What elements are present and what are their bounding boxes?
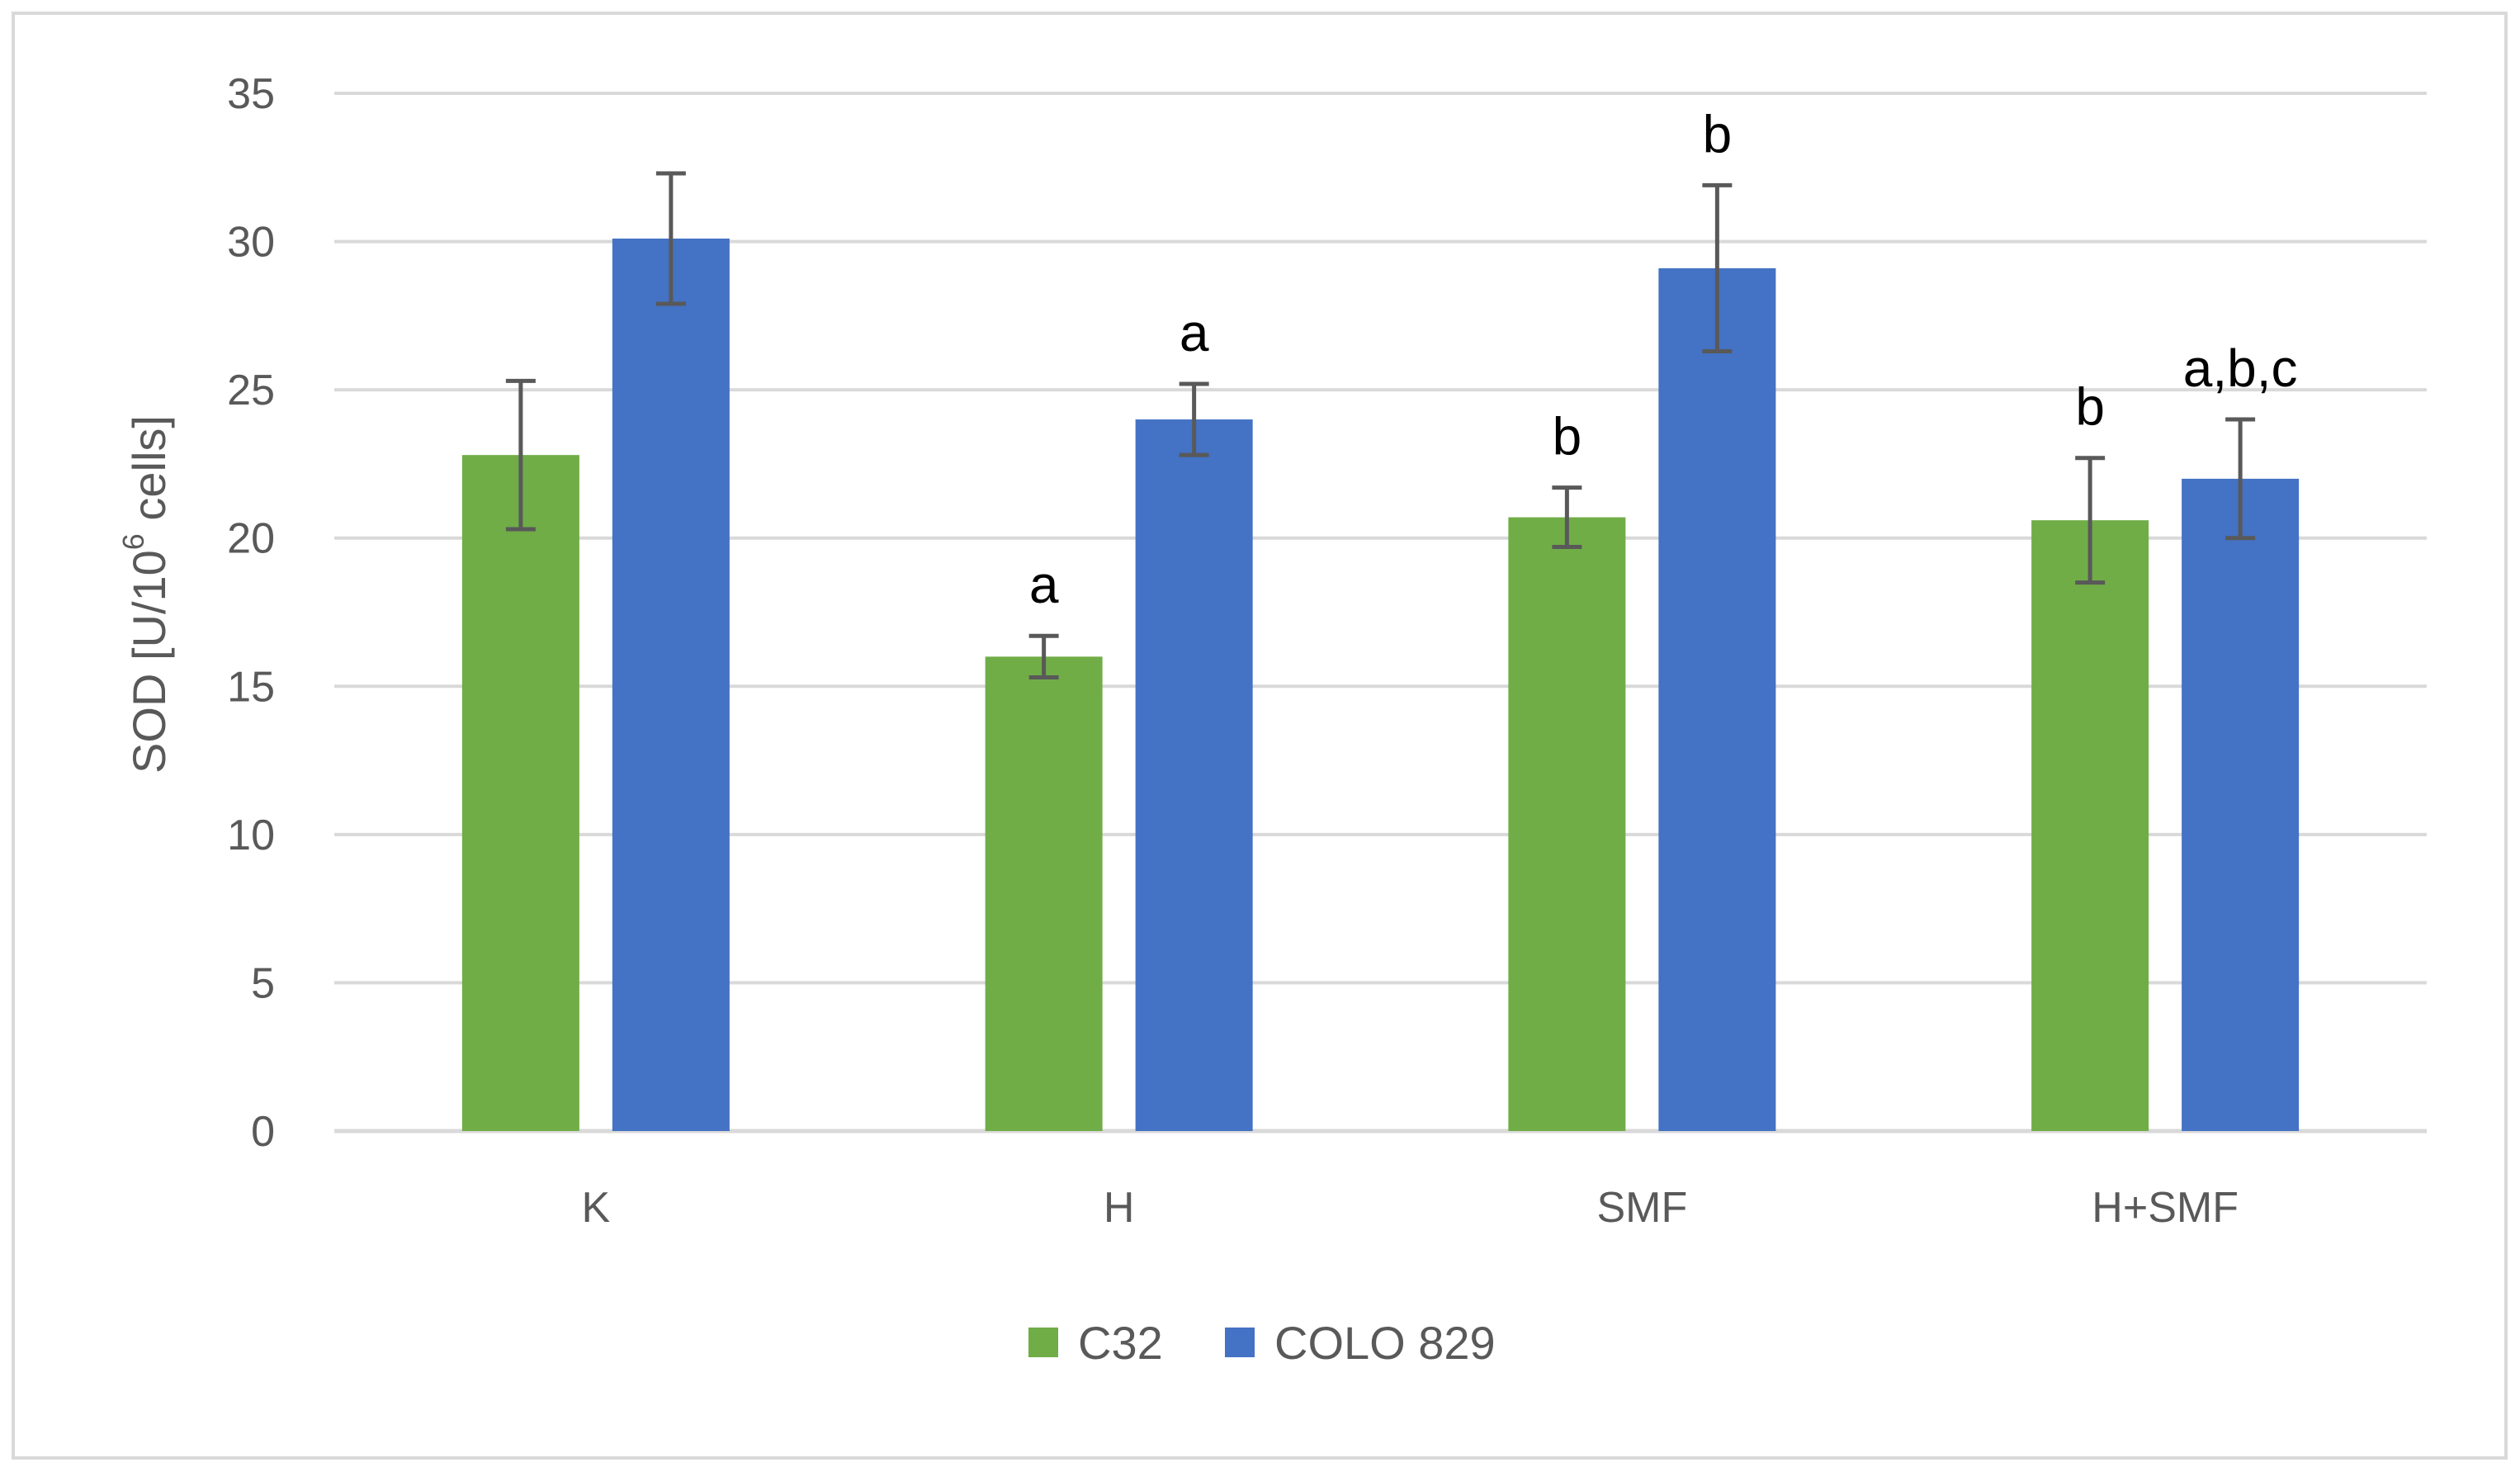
significance-label: a [1180, 303, 1209, 362]
error-bar [1552, 485, 1582, 549]
error-bar [2075, 456, 2106, 585]
y-tick-label: 25 [227, 367, 275, 414]
y-axis-title: SOD [U/106 cells] [116, 415, 175, 774]
bar [1508, 517, 1626, 1131]
y-tick-label: 15 [227, 663, 275, 711]
x-tick-labels: K H SMF H+SMF [582, 1184, 2239, 1232]
error-bars [505, 171, 2256, 680]
legend-swatch-c32 [1028, 1328, 1058, 1357]
bars [461, 238, 2300, 1132]
x-tick-label: SMF [1596, 1184, 1687, 1232]
bar [2182, 478, 2300, 1131]
y-tick-label: 35 [227, 70, 275, 118]
error-bar [505, 378, 536, 532]
legend-swatch-colo829 [1225, 1328, 1255, 1357]
x-tick-label: H+SMF [2092, 1184, 2239, 1232]
y-axis-title-main: SOD [U/10 [123, 550, 175, 774]
y-tick-labels: 0 5 10 15 20 25 30 35 [227, 70, 275, 1156]
y-axis-title-sup: 6 [116, 533, 150, 550]
bar [1658, 267, 1776, 1131]
significance-label: a,b,c [2183, 338, 2298, 398]
bar [461, 455, 579, 1131]
y-tick-label: 30 [227, 219, 275, 267]
bar [2031, 520, 2149, 1131]
y-axis-title-tail: cells] [123, 415, 175, 533]
significance-label: b [2075, 377, 2105, 437]
bar [985, 656, 1103, 1131]
legend-label-c32: C32 [1078, 1317, 1163, 1369]
error-bar [2225, 417, 2256, 541]
y-tick-label: 0 [251, 1108, 275, 1156]
significance-label: b [1703, 104, 1733, 163]
significance-label: b [1553, 407, 1582, 466]
x-tick-label: K [582, 1184, 611, 1232]
bar [612, 238, 730, 1132]
error-bar [1179, 381, 1209, 457]
legend: C32 COLO 829 [1028, 1317, 1496, 1369]
error-bar [655, 171, 686, 306]
legend-label-colo829: COLO 829 [1274, 1317, 1496, 1369]
significance-labels: a a b b b a,b,c [1029, 104, 2298, 614]
y-tick-label: 20 [227, 515, 275, 563]
y-tick-label: 5 [251, 959, 275, 1007]
y-tick-label: 10 [227, 812, 275, 859]
error-bar [1028, 633, 1059, 680]
error-bar [1702, 182, 1733, 353]
significance-label: a [1029, 555, 1059, 614]
x-tick-label: H [1104, 1184, 1135, 1232]
bar [1135, 419, 1253, 1131]
